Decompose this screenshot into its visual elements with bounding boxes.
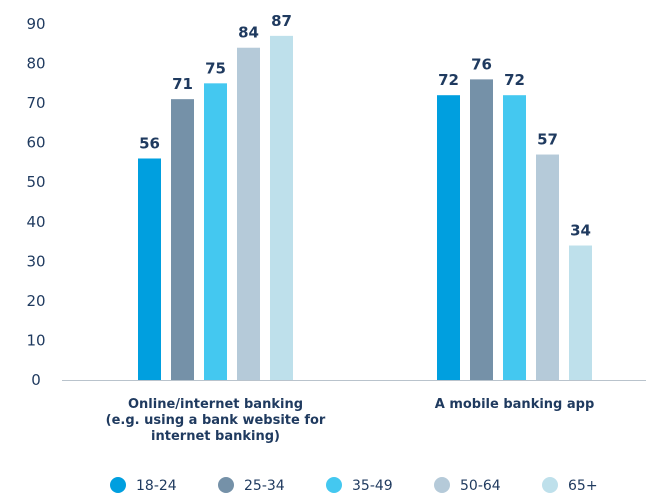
- bar-18-24-cat-1: [437, 95, 460, 380]
- bar-value-label: 72: [504, 71, 525, 89]
- bar-value-label: 71: [172, 75, 193, 93]
- bar-25-34-cat-1: [470, 79, 493, 380]
- legend-item: 35-49: [326, 477, 393, 494]
- legend-label: 25-34: [244, 478, 285, 494]
- y-tick-label: 0: [31, 371, 41, 389]
- bars-group: [138, 35, 592, 381]
- bar-value-label: 72: [438, 71, 459, 89]
- value-labels-group: 56 71 75 84 87 72 76 72 57 34: [139, 12, 591, 240]
- legend-swatch: [110, 477, 126, 493]
- bar-50-64-cat-1: [536, 154, 559, 380]
- bar-value-label: 87: [271, 12, 292, 30]
- bar-value-label: 76: [471, 55, 492, 73]
- bar-35-49-cat-0: [204, 83, 227, 380]
- legend-swatch: [542, 477, 558, 493]
- y-tick-label: 60: [26, 134, 45, 152]
- category-label: (e.g. using a bank website for: [106, 413, 326, 428]
- legend-label: 50-64: [460, 478, 501, 494]
- y-tick-label: 80: [26, 55, 45, 73]
- category-label: internet banking): [151, 429, 280, 444]
- y-tick-label: 90: [26, 15, 45, 33]
- bar-65plus-cat-0: [270, 35, 293, 380]
- legend-item: 65+: [542, 477, 598, 494]
- bar-value-label: 56: [139, 134, 160, 152]
- legend-label: 35-49: [352, 478, 393, 494]
- bar-value-label: 75: [205, 59, 226, 77]
- legend-item: 18-24: [110, 477, 177, 494]
- bar-value-label: 57: [537, 131, 558, 149]
- y-tick-label: 50: [26, 173, 45, 191]
- bar-25-34-cat-0: [171, 99, 194, 381]
- bar-35-49-cat-1: [503, 95, 526, 380]
- y-tick-label: 40: [26, 213, 45, 231]
- bar-50-64-cat-0: [237, 47, 260, 380]
- bar-65plus-cat-1: [569, 245, 592, 380]
- category-labels-group: Online/internet banking(e.g. using a ban…: [106, 397, 595, 444]
- bar-value-label: 34: [570, 222, 591, 240]
- y-axis: 0 10 20 30 40 50 60 70 80 90: [26, 15, 45, 389]
- y-tick-label: 70: [26, 94, 45, 112]
- legend: 18-24 25-34 35-49 50-64 65+: [110, 477, 598, 494]
- category-label: Online/internet banking: [128, 397, 303, 412]
- legend-swatch: [434, 477, 450, 493]
- y-tick-label: 30: [26, 252, 45, 270]
- category-label: A mobile banking app: [435, 397, 595, 412]
- legend-label: 65+: [568, 478, 598, 494]
- y-tick-label: 20: [26, 292, 45, 310]
- legend-label: 18-24: [136, 478, 177, 494]
- legend-swatch: [218, 477, 234, 493]
- legend-swatch: [326, 477, 342, 493]
- legend-item: 25-34: [218, 477, 285, 494]
- y-tick-label: 10: [26, 331, 45, 349]
- legend-item: 50-64: [434, 477, 501, 494]
- bar-18-24-cat-0: [138, 158, 161, 380]
- bar-value-label: 84: [238, 24, 259, 42]
